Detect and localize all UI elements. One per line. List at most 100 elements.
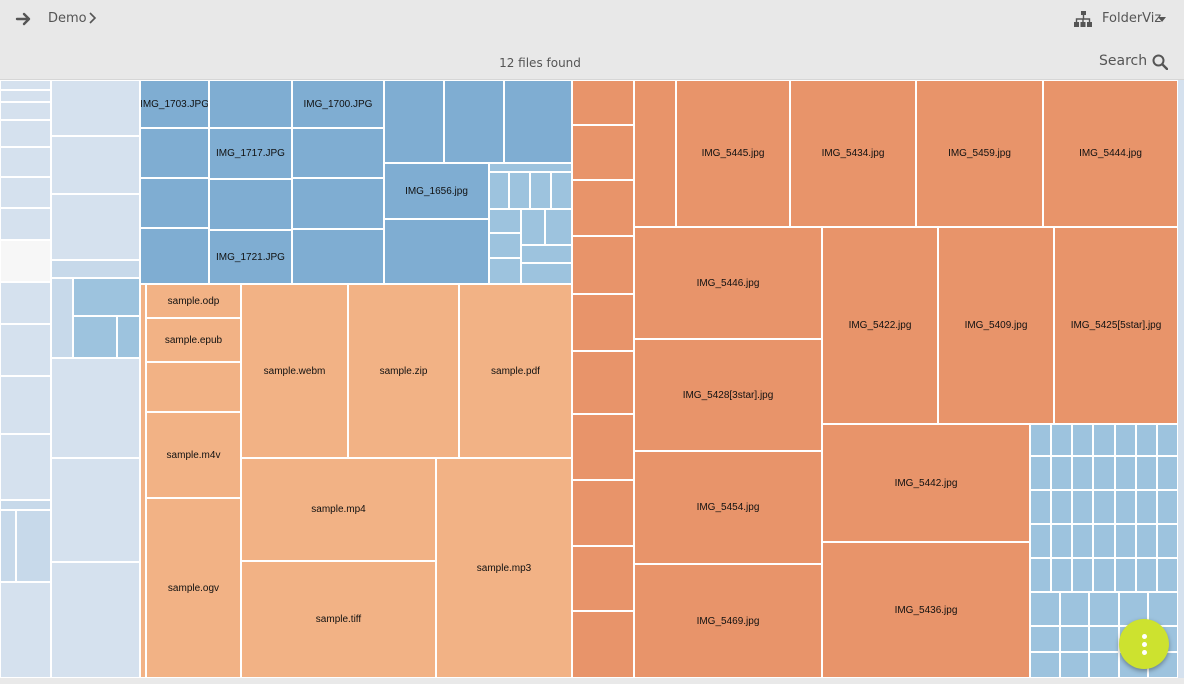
- treemap-cell[interactable]: IMG_1656.jpg: [384, 163, 489, 219]
- treemap-cell[interactable]: IMG_5428[3star].jpg: [634, 339, 822, 451]
- treemap-cell[interactable]: [572, 294, 634, 351]
- treemap-cell[interactable]: [51, 458, 140, 562]
- treemap-cell[interactable]: IMG_5446.jpg: [634, 227, 822, 339]
- treemap-cell[interactable]: [521, 245, 572, 263]
- treemap-cell[interactable]: [1114, 490, 1136, 524]
- treemap-cell[interactable]: [1135, 558, 1157, 592]
- treemap-cell[interactable]: [292, 128, 384, 178]
- treemap-cell[interactable]: [1059, 592, 1090, 626]
- treemap-cell[interactable]: [509, 172, 530, 209]
- treemap-cell[interactable]: [1093, 524, 1115, 558]
- treemap-cell[interactable]: sample.m4v: [146, 412, 241, 498]
- treemap-cell[interactable]: IMG_5442.jpg: [822, 424, 1030, 542]
- treemap-cell[interactable]: [521, 263, 572, 284]
- arrow-right-icon[interactable]: [14, 9, 34, 29]
- treemap-cell[interactable]: [1030, 652, 1060, 678]
- treemap-cell[interactable]: IMG_1703.JPG: [140, 80, 209, 128]
- treemap-cell[interactable]: [1030, 424, 1052, 456]
- treemap-cell[interactable]: [1114, 524, 1136, 558]
- treemap-cell[interactable]: [489, 258, 521, 284]
- treemap-cell[interactable]: [1093, 456, 1115, 490]
- treemap-cell[interactable]: [1089, 626, 1119, 652]
- treemap-cell[interactable]: sample.ogv: [146, 498, 241, 678]
- treemap-cell[interactable]: [572, 351, 634, 414]
- treemap-cell[interactable]: [1156, 456, 1178, 490]
- treemap-cell[interactable]: [0, 510, 16, 582]
- treemap-cell[interactable]: [572, 414, 634, 480]
- treemap-cell[interactable]: [489, 172, 509, 209]
- treemap-cell[interactable]: [572, 125, 634, 180]
- treemap-cell[interactable]: [73, 278, 140, 316]
- treemap-cell[interactable]: sample.mp4: [241, 458, 436, 561]
- treemap-cell[interactable]: [1051, 490, 1073, 524]
- treemap-cell[interactable]: [140, 284, 146, 678]
- treemap-cell[interactable]: [0, 282, 51, 324]
- treemap-cell[interactable]: [1030, 592, 1060, 626]
- sitemap-icon[interactable]: [1074, 11, 1092, 27]
- treemap-cell[interactable]: [489, 163, 572, 172]
- treemap-cell[interactable]: [1093, 558, 1115, 592]
- treemap-cell[interactable]: [1156, 524, 1178, 558]
- treemap-cell[interactable]: [1051, 558, 1073, 592]
- treemap-cell[interactable]: [572, 180, 634, 236]
- treemap-cell[interactable]: IMG_5436.jpg: [822, 542, 1030, 678]
- treemap-cell[interactable]: IMG_5422.jpg: [822, 227, 938, 424]
- treemap-cell[interactable]: [51, 358, 140, 458]
- treemap-cell[interactable]: IMG_5454.jpg: [634, 451, 822, 564]
- treemap-cell[interactable]: [0, 500, 51, 510]
- app-name[interactable]: FolderViz: [1102, 11, 1162, 26]
- treemap-cell[interactable]: [0, 324, 51, 376]
- search-icon[interactable]: [1152, 54, 1168, 70]
- breadcrumb[interactable]: Demo: [48, 11, 87, 26]
- treemap-cell[interactable]: sample.zip: [348, 284, 459, 458]
- treemap-cell[interactable]: IMG_1721.JPG: [209, 230, 292, 284]
- treemap-cell[interactable]: [1051, 456, 1073, 490]
- treemap-cell[interactable]: [0, 240, 51, 282]
- treemap-cell[interactable]: [545, 209, 572, 245]
- treemap-cell[interactable]: [634, 80, 676, 227]
- treemap-cell[interactable]: [51, 136, 140, 194]
- treemap-cell[interactable]: [209, 179, 292, 230]
- treemap-cell[interactable]: [1030, 456, 1052, 490]
- treemap-cell[interactable]: IMG_5445.jpg: [676, 80, 790, 227]
- treemap-cell[interactable]: [384, 219, 489, 284]
- treemap-cell[interactable]: [1072, 456, 1094, 490]
- treemap-cell[interactable]: [1114, 456, 1136, 490]
- treemap-cell[interactable]: [0, 177, 51, 208]
- treemap-cell[interactable]: [51, 194, 140, 260]
- treemap-cell[interactable]: [521, 209, 545, 245]
- treemap-cell[interactable]: [1030, 626, 1060, 652]
- treemap-cell[interactable]: sample.odp: [146, 284, 241, 318]
- treemap-cell[interactable]: [1089, 652, 1119, 678]
- treemap-cell[interactable]: [1030, 524, 1052, 558]
- treemap-cell[interactable]: IMG_5434.jpg: [790, 80, 916, 227]
- treemap-cell[interactable]: [1114, 558, 1136, 592]
- treemap-cell[interactable]: [1089, 592, 1119, 626]
- treemap-cell[interactable]: [572, 480, 634, 546]
- treemap-cell[interactable]: sample.epub: [146, 318, 241, 362]
- treemap-cell[interactable]: [572, 546, 634, 611]
- treemap-cell[interactable]: [73, 316, 117, 358]
- treemap-cell[interactable]: [1059, 626, 1090, 652]
- treemap-cell[interactable]: [292, 229, 384, 284]
- treemap-cell[interactable]: [1072, 424, 1094, 456]
- treemap-cell[interactable]: [572, 611, 634, 678]
- treemap-cell[interactable]: [530, 172, 551, 209]
- treemap-cell[interactable]: IMG_5425[5star].jpg: [1054, 227, 1178, 424]
- treemap-cell[interactable]: [0, 120, 51, 147]
- treemap-cell[interactable]: [140, 128, 209, 178]
- treemap-cell[interactable]: IMG_5409.jpg: [938, 227, 1054, 424]
- treemap-cell[interactable]: [489, 233, 521, 258]
- treemap-cell[interactable]: [1072, 524, 1094, 558]
- treemap-cell[interactable]: [1072, 490, 1094, 524]
- treemap-cell[interactable]: sample.mp3: [436, 458, 572, 678]
- treemap-cell[interactable]: [1156, 424, 1178, 456]
- treemap-cell[interactable]: [51, 278, 73, 358]
- treemap-cell[interactable]: [1135, 424, 1157, 456]
- treemap-cell[interactable]: [1156, 490, 1178, 524]
- treemap-cell[interactable]: [504, 80, 572, 163]
- treemap-cell[interactable]: [1051, 524, 1073, 558]
- treemap-cell[interactable]: [572, 236, 634, 294]
- treemap-cell[interactable]: [444, 80, 504, 163]
- treemap-cell[interactable]: sample.pdf: [459, 284, 572, 458]
